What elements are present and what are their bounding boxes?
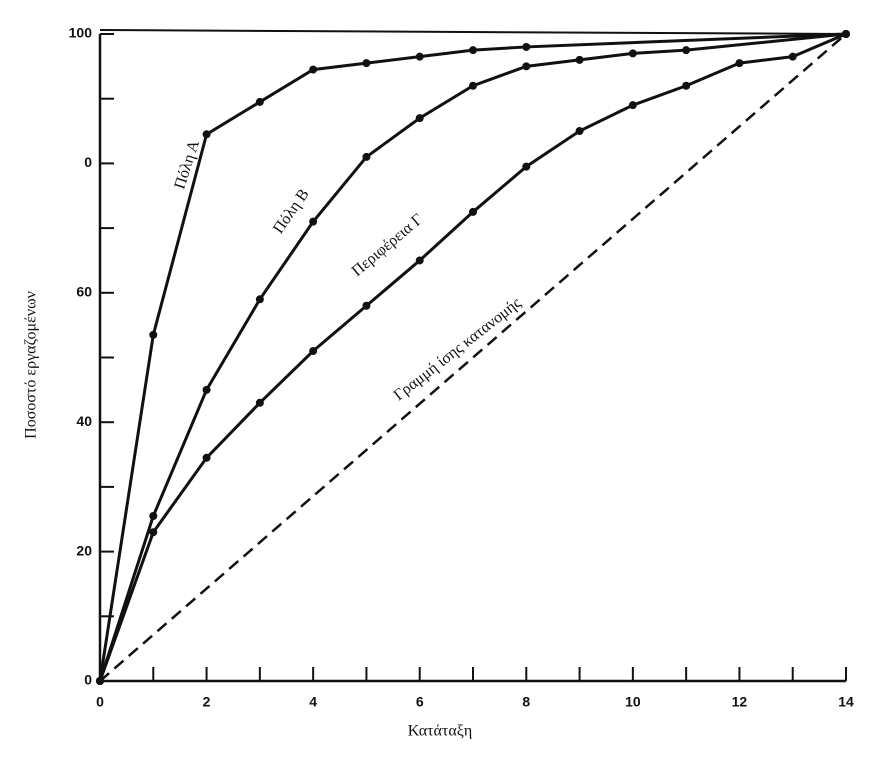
data-point xyxy=(522,62,531,71)
data-point xyxy=(202,385,211,394)
series-line xyxy=(98,32,847,682)
data-point xyxy=(735,59,744,68)
data-point xyxy=(522,162,531,171)
data-point xyxy=(788,52,797,61)
data-point xyxy=(628,101,637,110)
data-point xyxy=(469,81,477,90)
series-label: Γραμμή ίσης κατανομής xyxy=(391,294,525,404)
x-tick-label: 2 xyxy=(203,694,211,710)
data-point xyxy=(522,42,531,51)
x-tick-label: 4 xyxy=(309,694,317,710)
data-point xyxy=(309,65,318,74)
data-point xyxy=(575,127,584,136)
data-point xyxy=(682,81,691,90)
data-point xyxy=(575,55,584,64)
x-tick-label: 14 xyxy=(838,694,854,710)
data-point xyxy=(255,295,264,304)
data-point xyxy=(469,207,477,216)
y-tick-label: 40 xyxy=(76,413,92,429)
y-axis-label: Ποσοστό εργαζομένων xyxy=(23,291,40,439)
series-label: Περιφέρεια Γ xyxy=(349,211,427,280)
x-tick-label: 12 xyxy=(732,694,748,710)
data-point xyxy=(362,59,371,68)
data-point xyxy=(255,398,264,407)
x-tick-label: 6 xyxy=(416,694,424,710)
data-point xyxy=(842,30,850,38)
y-tick-label: 0 xyxy=(84,672,92,688)
data-point xyxy=(415,256,424,265)
data-point xyxy=(202,130,211,139)
top-border xyxy=(99,29,847,35)
y-tick-label: 100 xyxy=(69,25,93,41)
x-tick-label: 10 xyxy=(625,694,641,710)
x-axis-label: Κατάταξη xyxy=(408,723,472,740)
y-tick-label: 0 xyxy=(84,154,92,170)
data-point xyxy=(362,301,371,310)
data-point xyxy=(149,528,158,537)
x-tick-label: 0 xyxy=(96,694,104,710)
data-point xyxy=(469,46,477,55)
data-point xyxy=(202,453,211,462)
data-point xyxy=(682,46,691,55)
data-point xyxy=(309,347,318,356)
data-point xyxy=(149,512,158,521)
y-tick-label: 20 xyxy=(76,542,92,558)
data-point xyxy=(309,217,318,226)
data-point xyxy=(149,330,158,339)
data-point xyxy=(255,97,264,106)
equality-line xyxy=(99,33,847,682)
data-point xyxy=(362,152,371,161)
data-point xyxy=(415,114,424,123)
y-tick-label: 60 xyxy=(76,284,92,300)
data-point xyxy=(415,52,424,61)
x-tick-label: 8 xyxy=(522,694,530,710)
data-point xyxy=(628,49,637,58)
